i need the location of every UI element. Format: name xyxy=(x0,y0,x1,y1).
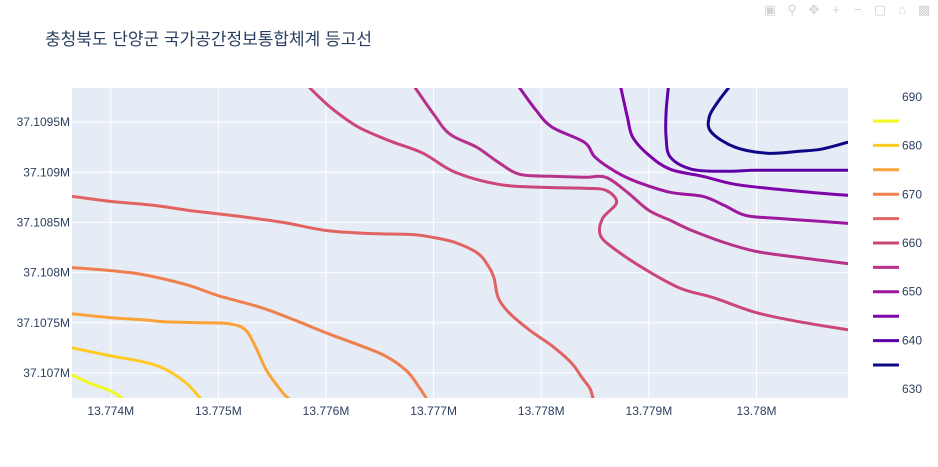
colorbar-label: 680 xyxy=(902,139,922,153)
grid-lines xyxy=(72,88,848,398)
contour-line-640[interactable] xyxy=(664,88,848,173)
x-tick-label: 13.774M xyxy=(87,404,134,418)
colorbar-label: 650 xyxy=(902,285,922,299)
contour-line-635[interactable] xyxy=(706,88,848,155)
plotly-logo-icon[interactable]: ▩ xyxy=(917,2,931,17)
contour-line-645[interactable] xyxy=(619,88,848,197)
y-tick-label: 37.1075M xyxy=(17,316,70,330)
y-tick-label: 37.1085M xyxy=(17,215,70,229)
colorbar-label: 670 xyxy=(902,187,922,201)
y-tick-label: 37.107M xyxy=(23,366,70,380)
contour-line-665[interactable] xyxy=(72,194,595,398)
chart-title: 충청북도 단양군 국가공간정보통합체계 등고선 xyxy=(45,30,372,49)
zoom-out-icon[interactable]: − xyxy=(854,2,862,17)
contour-line-680[interactable] xyxy=(72,346,202,398)
colorbar-label: 690 xyxy=(902,90,922,104)
x-axis-ticks: 13.774M 13.775M 13.776M 13.777M 13.778M 13.77… xyxy=(87,404,776,418)
y-tick-label: 37.108M xyxy=(23,266,70,280)
pan-icon[interactable]: ✥ xyxy=(808,2,820,17)
x-tick-label: 13.78M xyxy=(737,404,777,418)
y-axis-ticks: 37.107M 37.1075M 37.108M 37.1085M 37.109M 37.… xyxy=(17,115,70,380)
modebar: ▣ ⚲ ✥ + − ▢ ⌂ ▩ xyxy=(762,2,932,18)
contour-line-670[interactable] xyxy=(72,266,428,398)
x-tick-label: 13.775M xyxy=(195,404,242,418)
y-tick-label: 37.109M xyxy=(23,165,70,179)
contour-line-675[interactable] xyxy=(72,312,290,398)
y-tick-label: 37.1095M xyxy=(17,115,70,129)
colorbar-label: 640 xyxy=(902,333,922,347)
x-tick-label: 13.779M xyxy=(626,404,673,418)
colorbar-label: 660 xyxy=(902,236,922,250)
reset-axes-icon[interactable]: ⌂ xyxy=(898,2,906,17)
x-tick-label: 13.778M xyxy=(518,404,565,418)
colorbar: 690 680 670 660 650 640 630 xyxy=(873,90,922,396)
contour-lines xyxy=(72,88,848,398)
x-tick-label: 13.777M xyxy=(410,404,457,418)
contour-line-685[interactable] xyxy=(72,373,123,398)
zoom-in-icon[interactable]: + xyxy=(832,2,840,17)
camera-icon[interactable]: ▣ xyxy=(763,2,777,17)
contour-line-650[interactable] xyxy=(518,88,848,225)
contour-line-660[interactable] xyxy=(308,88,848,332)
zoom-icon[interactable]: ⚲ xyxy=(787,2,797,17)
autoscale-icon[interactable]: ▢ xyxy=(873,2,887,17)
x-tick-label: 13.776M xyxy=(303,404,350,418)
contour-line-655[interactable] xyxy=(413,88,848,266)
colorbar-label: 630 xyxy=(902,382,922,396)
